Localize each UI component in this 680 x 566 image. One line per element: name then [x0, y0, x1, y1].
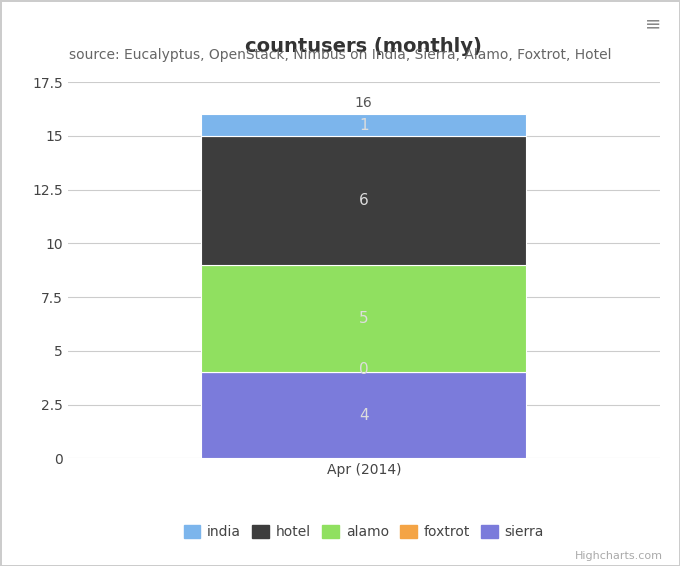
Bar: [201, 265, 526, 372]
Text: 6: 6: [359, 193, 369, 208]
Text: 4: 4: [359, 408, 369, 423]
Text: 16: 16: [355, 96, 373, 110]
Legend: india, hotel, alamo, foxtrot, sierra: india, hotel, alamo, foxtrot, sierra: [177, 518, 551, 546]
Text: ≡: ≡: [645, 14, 661, 33]
Text: Highcharts.com: Highcharts.com: [575, 551, 663, 561]
Text: 1: 1: [359, 118, 369, 132]
Bar: [201, 372, 526, 458]
Title: countusers (monthly): countusers (monthly): [245, 37, 482, 55]
Bar: [201, 136, 526, 265]
Bar: [201, 114, 526, 136]
Text: 0: 0: [359, 362, 369, 378]
Text: 5: 5: [359, 311, 369, 326]
Text: source: Eucalyptus, OpenStack, Nimbus on India, Sierra, Alamo, Foxtrot, Hotel: source: Eucalyptus, OpenStack, Nimbus on…: [69, 48, 611, 62]
